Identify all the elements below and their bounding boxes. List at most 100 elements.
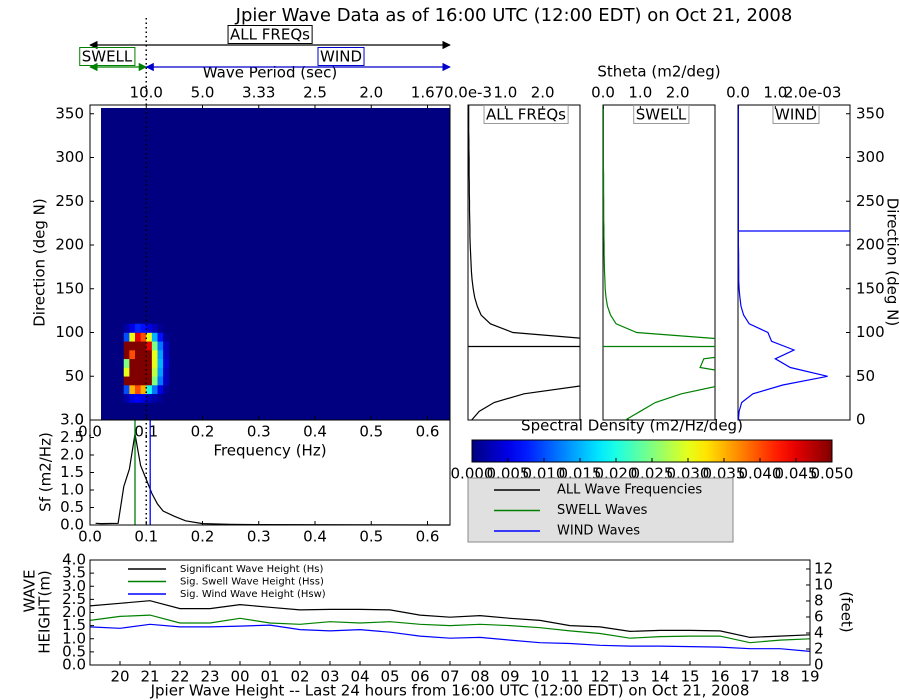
heatmap-cell: [129, 350, 136, 360]
x-tick-label: 11: [560, 668, 579, 686]
x-tick-label: 15: [680, 668, 699, 686]
stheta-line: [468, 105, 580, 420]
heatmap-cell: [129, 393, 136, 403]
heatmap-cell: [123, 323, 130, 333]
x-tick-label: 0.5: [359, 423, 383, 441]
x-tick-label: 0.5: [359, 528, 383, 546]
heatmap-cell: [151, 323, 158, 333]
plot-frame: [602, 104, 716, 421]
y-tick-label: 1.0: [62, 629, 86, 647]
y-tick-label: 300: [55, 148, 84, 166]
x-tick-label: 0.3: [247, 528, 271, 546]
stheta-line: [738, 105, 828, 420]
heatmap-cell: [163, 323, 170, 333]
stheta-line: [603, 105, 715, 420]
y-tick-label: 2.5: [60, 428, 84, 446]
x-tick-label: 19: [800, 668, 819, 686]
heatmap-cell: [140, 393, 147, 403]
x-tick-label: 0.0e-3: [444, 84, 492, 102]
y2-axis-label: (feet): [838, 591, 856, 632]
heatmap-cell: [118, 385, 125, 395]
x-tick-label: 1.0: [493, 84, 517, 102]
height-line: [89, 614, 811, 644]
plot-frame: [737, 104, 851, 421]
y-tick-label: 350: [856, 104, 885, 122]
x-tick-label: 17: [740, 668, 759, 686]
y-tick-label: 150: [856, 279, 885, 297]
heatmap-cell: [118, 332, 125, 342]
heatmap-cell: [151, 332, 158, 342]
y-tick-label: 0.5: [60, 498, 84, 516]
y-tick-label: 0.5: [62, 642, 86, 660]
range-label-box: [227, 25, 313, 44]
y-tick-label: 0: [74, 411, 84, 429]
x-tick-label: 0.1: [134, 528, 158, 546]
heatmap-cell: [140, 332, 147, 342]
heatmap-cell: [123, 376, 130, 386]
x-tick-label: 02: [290, 668, 309, 686]
heatmap-cell: [118, 323, 125, 333]
x-tick-label: 01: [260, 668, 279, 686]
y-tick-label: 250: [55, 192, 84, 210]
panel-title: SWELL: [636, 106, 687, 124]
heatmap-cell: [157, 341, 164, 351]
y2-tick-label: 12: [814, 559, 833, 577]
y-tick-label: 150: [55, 279, 84, 297]
y2-tick-label: 8: [814, 591, 824, 609]
y-axis-label: Sf (m2/Hz): [37, 432, 55, 512]
colorbar-label: Spectral Density (m2/Hz/deg): [521, 417, 743, 435]
x-tick-label: 0.0: [78, 528, 102, 546]
heatmap-cell: [151, 385, 158, 395]
heatmap-cell: [140, 367, 147, 377]
heatmap-cell: [118, 393, 125, 403]
range-label-box: [79, 47, 136, 66]
heatmap-cell: [135, 367, 141, 377]
x-axis-label: Jpier Wave Height -- Last 24 hours from …: [150, 682, 750, 700]
y-tick-label: 0: [856, 411, 866, 429]
y-tick-label: 1.0: [60, 481, 84, 499]
x-tick-label: 14: [650, 668, 669, 686]
heatmap-cell: [163, 358, 170, 368]
heatmap-cell: [163, 332, 170, 342]
heatmap-cell: [146, 376, 153, 386]
heatmap-cell: [123, 367, 130, 377]
y-tick-label: 3.5: [62, 564, 86, 582]
y-tick-label: 3.0: [60, 411, 84, 429]
x-tick-label: 12: [590, 668, 609, 686]
x-tick-label: 03: [320, 668, 339, 686]
y2-tick-label: 0: [814, 656, 824, 674]
heatmap-cell: [129, 376, 136, 386]
top-x-tick-label: 3.33: [242, 84, 275, 102]
x-tick-label: 00: [230, 668, 249, 686]
x-tick-label: 0.6: [416, 423, 440, 441]
y-axis-label: HEIGHT(m): [36, 570, 54, 654]
legend-label: WIND Waves: [557, 524, 640, 539]
legend-label: Sig. Swell Wave Height (Hss): [180, 577, 324, 588]
top-x-tick-label: 2.0: [359, 84, 383, 102]
y-tick-label: 250: [856, 192, 885, 210]
heatmap-cell: [140, 385, 147, 395]
y-tick-label: 50: [856, 367, 875, 385]
x-tick-label: 0.4: [303, 423, 327, 441]
heatmap-cell: [140, 323, 147, 333]
heatmap-cell: [118, 341, 125, 351]
x-tick-label: 18: [770, 668, 789, 686]
heatmap-cell: [140, 341, 147, 351]
y2-tick-label: 2: [814, 639, 824, 657]
heatmap-cell: [157, 350, 164, 360]
y-tick-label: 0.0: [60, 516, 84, 534]
top-x-tick-label: 2.5: [303, 84, 327, 102]
heatmap-cell: [140, 358, 147, 368]
x-tick-label: 21: [140, 668, 159, 686]
y2-tick-label: 6: [814, 607, 824, 625]
heatmap-cell: [151, 393, 158, 403]
heatmap-cell: [146, 332, 153, 342]
heatmap-cell: [163, 385, 170, 395]
heatmap-cell: [135, 323, 141, 333]
heatmap-cell: [129, 358, 136, 368]
top-x-tick-label: 10.0: [130, 84, 163, 102]
y-tick-label: 2.0: [62, 603, 86, 621]
heatmap-cell: [135, 332, 141, 342]
heatmap-cell: [135, 376, 141, 386]
